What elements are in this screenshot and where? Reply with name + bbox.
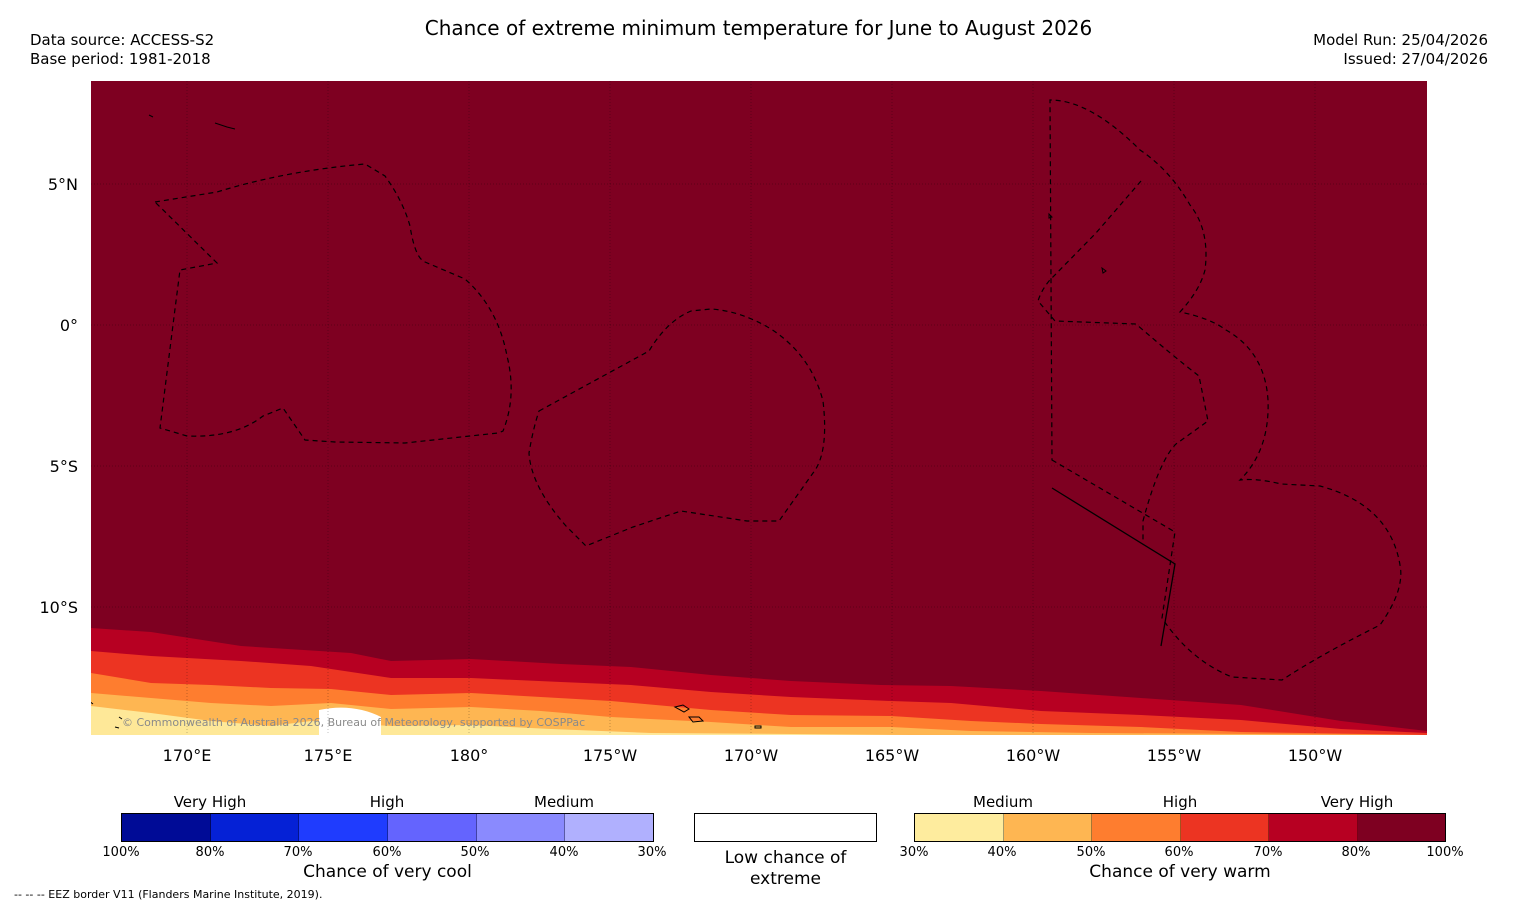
cool-tick: 40% [549,845,579,860]
warm-tick: 70% [1253,845,1283,860]
eez-borders [153,99,1402,681]
warm-legend-title: Chance of very warm [1089,862,1271,882]
cool-colorbar [121,813,654,842]
cool-swatch [210,814,300,841]
cool-tick: 60% [372,845,402,860]
longitude-label: 155°W [1146,746,1202,765]
map-panel [91,81,1427,735]
warm-tick: 50% [1076,845,1106,860]
solid-border [1051,487,1176,647]
map-svg [91,81,1427,735]
warm-tick: 30% [899,845,929,860]
warm-swatch [1180,814,1269,841]
cool-level-high: High [369,793,405,811]
issued-date: Issued: 27/04/2026 [1343,50,1488,68]
very-high-warm-region [91,81,1427,735]
warm-swatch [1269,814,1358,841]
cool-tick: 80% [195,845,225,860]
warm-colorbar [914,813,1446,842]
warm-level-high: High [1162,793,1198,811]
cool-swatch [565,814,654,841]
cool-swatch [388,814,477,841]
warm-level-medium: Medium [973,793,1033,811]
cool-legend-title: Chance of very cool [303,862,472,882]
eez-border-note: -- -- -- EEZ border V11 (Flanders Marine… [14,888,323,901]
latitude-label-5s: 5°S [49,457,78,476]
longitude-label: 175°W [582,746,638,765]
longitude-label: 170°E [162,746,212,765]
cool-tick: 100% [102,845,140,860]
band-40-50 [91,693,1427,735]
longitude-label: 170°W [723,746,779,765]
warm-swatch [1092,814,1181,841]
warm-swatch [1003,814,1092,841]
copyright-note: © Commonwealth of Australia 2026, Bureau… [122,716,586,729]
warm-tick: 100% [1426,845,1464,860]
cool-tick: 30% [637,845,667,860]
cool-swatch [122,814,211,841]
model-run: Model Run: 25/04/2026 [1313,31,1488,49]
longitude-label: 150°W [1287,746,1343,765]
cool-swatch [476,814,566,841]
low-chance-swatch [694,813,877,842]
warm-swatch [1357,814,1445,841]
latitude-label-5n: 5°N [47,175,78,194]
warm-tick: 60% [1164,845,1194,860]
graticule [91,81,1427,735]
longitude-label: 165°W [864,746,920,765]
warm-tick: 80% [1341,845,1371,860]
longitude-label: 175°E [303,746,353,765]
warm-tick: 40% [987,845,1017,860]
cool-level-very-high: Very High [173,793,247,811]
warm-level-very-high: Very High [1320,793,1394,811]
chart-title: Chance of extreme minimum temperature fo… [424,16,1093,40]
cool-level-medium: Medium [534,793,594,811]
warm-swatch [915,814,1004,841]
longitude-label: 160°W [1005,746,1061,765]
band-30-40 [91,706,911,735]
low-chance-region [319,707,381,735]
islands [91,114,1107,729]
longitude-label: 180° [449,746,489,765]
cool-tick: 70% [283,845,313,860]
cool-tick: 50% [460,845,490,860]
latitude-label-10s: 10°S [39,598,78,617]
base-period: Base period: 1981-2018 [30,50,211,68]
low-chance-label: Low chance of extreme [724,848,847,889]
latitude-label-0: 0° [59,316,78,335]
cool-swatch [299,814,389,841]
data-source: Data source: ACCESS-S2 [30,31,215,49]
